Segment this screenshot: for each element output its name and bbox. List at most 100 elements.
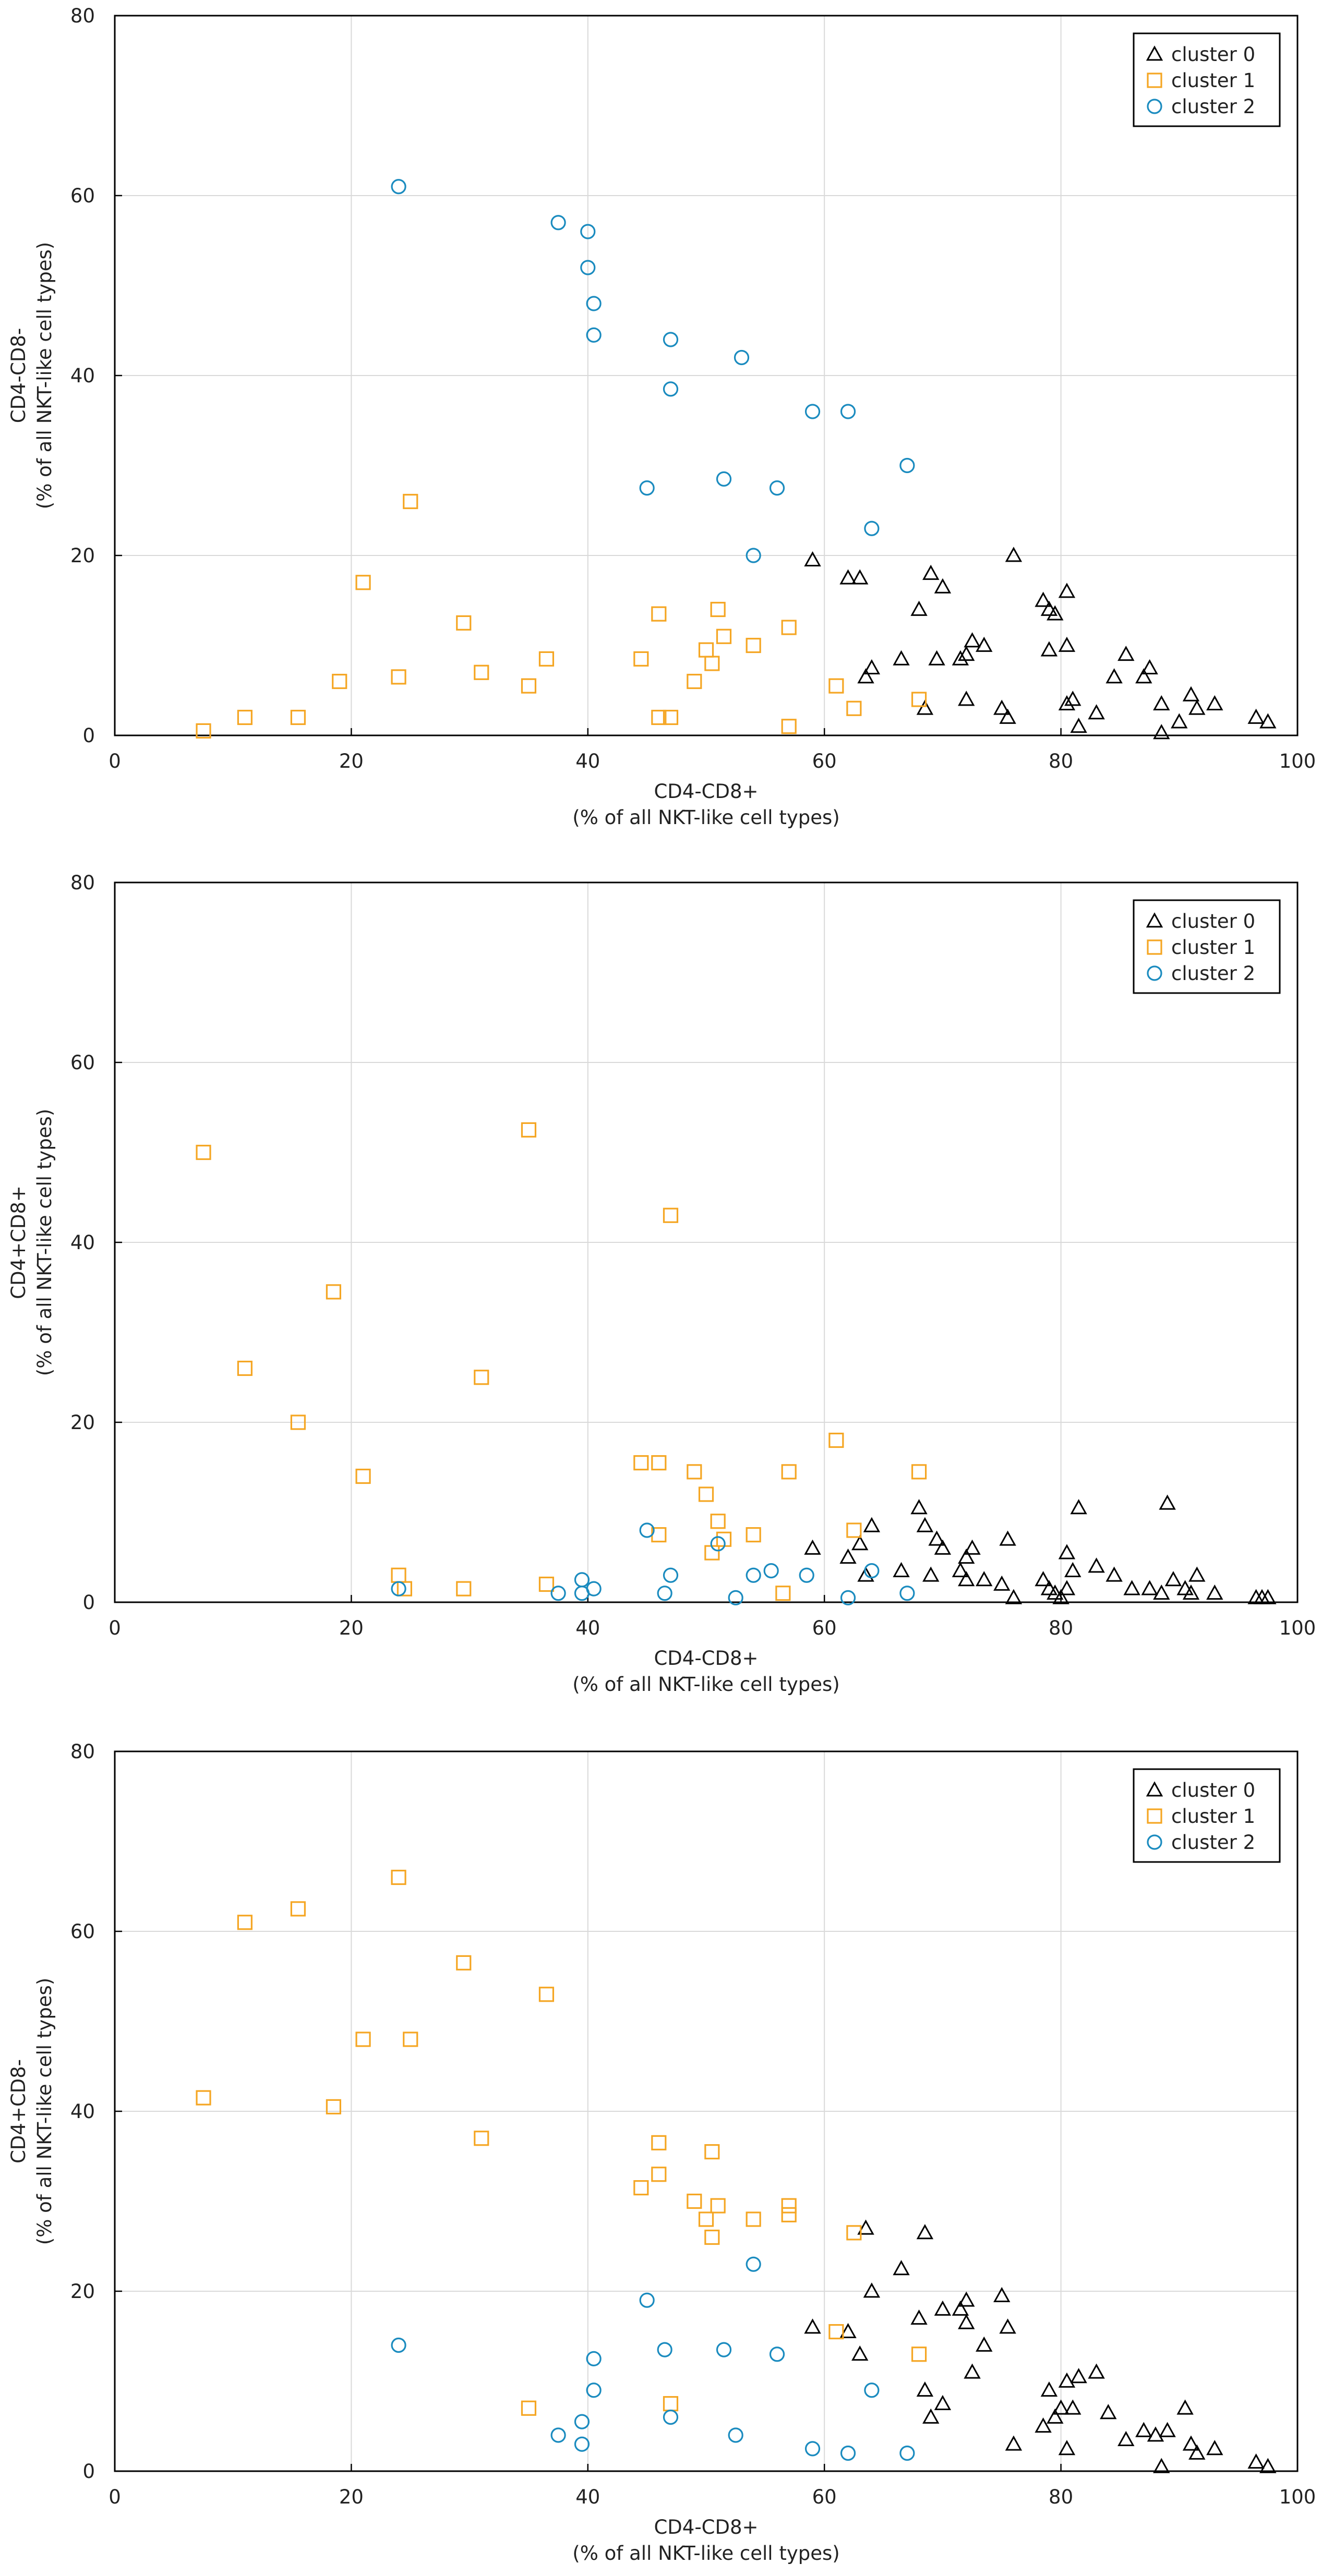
data-point-cluster-0 (958, 2291, 975, 2307)
data-point-cluster-0 (1035, 591, 1052, 607)
data-point-cluster-0 (1035, 2417, 1052, 2433)
data-point-cluster-2 (746, 2256, 761, 2272)
data-point-cluster-1 (746, 1527, 761, 1543)
data-point-cluster-0 (1088, 704, 1105, 720)
legend-label-cluster-0: cluster 0 (1171, 43, 1255, 66)
legend-marker-cluster-2 (1147, 1834, 1162, 1850)
legend-marker-cluster-1 (1147, 1808, 1162, 1824)
legend-marker-cluster-0 (1146, 1781, 1163, 1797)
data-point-cluster-2 (840, 404, 856, 419)
data-point-cluster-1 (290, 1414, 306, 1430)
x-tick-label: 40 (575, 2486, 600, 2508)
data-point-cluster-1 (698, 1486, 714, 1502)
y-tick-label: 60 (70, 185, 95, 207)
data-point-cluster-0 (1135, 2422, 1152, 2437)
data-point-cluster-0 (1047, 605, 1064, 621)
legend-marker-cluster-2 (1147, 965, 1162, 981)
y-axis-label: CD4+CD8- (7, 2059, 30, 2163)
data-point-cluster-0 (1105, 668, 1123, 684)
legend-box (1133, 1768, 1281, 1863)
series-cluster-0 (804, 547, 1277, 740)
data-point-cluster-2 (580, 224, 596, 239)
data-point-cluster-0 (1058, 2440, 1076, 2456)
x-tick-label: 0 (109, 750, 121, 772)
data-point-cluster-2 (864, 521, 880, 536)
data-point-cluster-2 (586, 2383, 602, 2398)
legend-marker-cluster-1 (1147, 939, 1162, 955)
data-point-cluster-2 (586, 1581, 602, 1597)
data-point-cluster-1 (290, 1901, 306, 1917)
data-point-cluster-0 (1147, 2426, 1164, 2442)
data-point-cluster-0 (964, 632, 981, 648)
data-point-cluster-0 (893, 2260, 910, 2276)
data-point-cluster-1 (538, 1987, 555, 2002)
data-point-cluster-2 (746, 1567, 761, 1583)
data-point-cluster-1 (474, 664, 489, 680)
data-point-cluster-1 (775, 1586, 791, 1601)
data-point-cluster-0 (1100, 2404, 1117, 2420)
data-point-cluster-2 (663, 381, 679, 397)
data-point-cluster-2 (840, 2445, 856, 2461)
data-point-cluster-1 (663, 1207, 679, 1223)
y-tick-label: 60 (70, 1051, 95, 1074)
data-point-cluster-0 (1159, 1494, 1176, 1510)
legend-box (1133, 32, 1281, 127)
data-point-cluster-0 (839, 2323, 857, 2339)
data-point-cluster-0 (1058, 2372, 1076, 2388)
data-point-cluster-0 (910, 2309, 928, 2325)
data-point-cluster-2 (840, 1590, 856, 1605)
data-point-cluster-2 (710, 1536, 726, 1552)
data-point-cluster-1 (687, 2193, 702, 2209)
data-point-cluster-1 (710, 2198, 726, 2214)
data-point-cluster-0 (1153, 724, 1170, 740)
data-point-cluster-0 (1052, 1589, 1069, 1604)
series-cluster-2 (391, 179, 915, 563)
data-point-cluster-1 (633, 1455, 649, 1471)
x-tick-label: 80 (1049, 2486, 1073, 2508)
data-point-cluster-2 (639, 1522, 655, 1538)
data-point-cluster-0 (1117, 2430, 1135, 2447)
data-point-cluster-1 (196, 1144, 211, 1160)
data-point-cluster-1 (326, 2099, 341, 2114)
data-point-cluster-1 (290, 709, 306, 725)
data-point-cluster-1 (663, 709, 679, 725)
y-tick-label: 80 (70, 1740, 95, 1763)
data-point-cluster-1 (456, 1955, 472, 1970)
data-point-cluster-0 (928, 1530, 945, 1546)
legend-label-cluster-1: cluster 1 (1171, 936, 1255, 959)
data-point-cluster-2 (899, 457, 915, 474)
data-point-cluster-2 (804, 2441, 821, 2457)
data-point-cluster-0 (1247, 708, 1265, 724)
data-point-cluster-0 (839, 569, 857, 585)
data-point-cluster-1 (403, 493, 418, 510)
x-tick-label: 80 (1049, 750, 1073, 772)
data-point-cluster-0 (910, 600, 928, 616)
data-point-cluster-0 (1005, 547, 1023, 562)
y-axis-label: CD4+CD8+ (7, 1186, 30, 1299)
legend-box (1133, 899, 1281, 994)
x-tick-label: 20 (339, 2486, 364, 2508)
data-point-cluster-2 (663, 2409, 679, 2425)
x-tick-label: 80 (1049, 1617, 1073, 1639)
x-tick-label: 60 (812, 1617, 837, 1639)
data-point-cluster-2 (663, 1567, 679, 1583)
data-point-cluster-1 (355, 1468, 371, 1484)
data-point-cluster-1 (710, 1514, 726, 1529)
data-point-cluster-0 (1088, 2363, 1105, 2379)
x-tick-label: 0 (109, 1617, 121, 1639)
x-tick-label: 40 (575, 1617, 600, 1639)
data-point-cluster-1 (237, 1360, 253, 1376)
data-point-cluster-2 (864, 1563, 880, 1579)
data-point-cluster-0 (1047, 2408, 1064, 2424)
data-point-cluster-0 (1171, 713, 1188, 729)
data-point-cluster-1 (456, 615, 472, 631)
x-tick-label: 20 (339, 1617, 364, 1639)
data-point-cluster-0 (958, 1571, 975, 1587)
series-cluster-1 (196, 1869, 927, 2416)
data-point-cluster-2 (716, 471, 732, 487)
data-point-cluster-0 (952, 1562, 969, 1578)
data-point-cluster-2 (728, 1590, 743, 1605)
data-point-cluster-0 (952, 2300, 969, 2316)
data-point-cluster-0 (1064, 1562, 1081, 1578)
